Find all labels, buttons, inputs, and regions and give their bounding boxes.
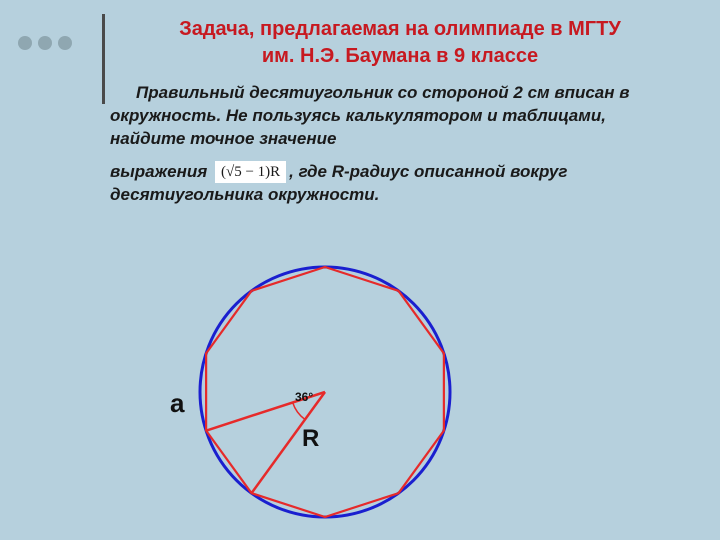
formula-expression: (√5 − 1)R [215,161,286,183]
body-p2a: выражения [110,162,212,181]
decorative-dots [18,36,78,55]
title-vertical-bar [102,14,105,104]
title-line-2: им. Н.Э. Баумана в 9 классе [262,45,538,67]
problem-title: Задача, предлагаемая на олимпиаде в МГТУ… [150,16,650,70]
label-a: a [170,388,184,419]
problem-body: Правильный десятиугольник со стороной 2 … [110,82,660,217]
label-angle-36: 36° [295,390,313,404]
label-radius-R: R [302,425,319,453]
body-p1: Правильный десятиугольник со стороной 2 … [110,82,660,151]
title-line-1: Задача, предлагаемая на олимпиаде в МГТУ [179,18,621,40]
decagon-diagram [175,252,475,532]
body-p2: выражения (√5 − 1)R, где R-радиус описан… [110,161,660,207]
